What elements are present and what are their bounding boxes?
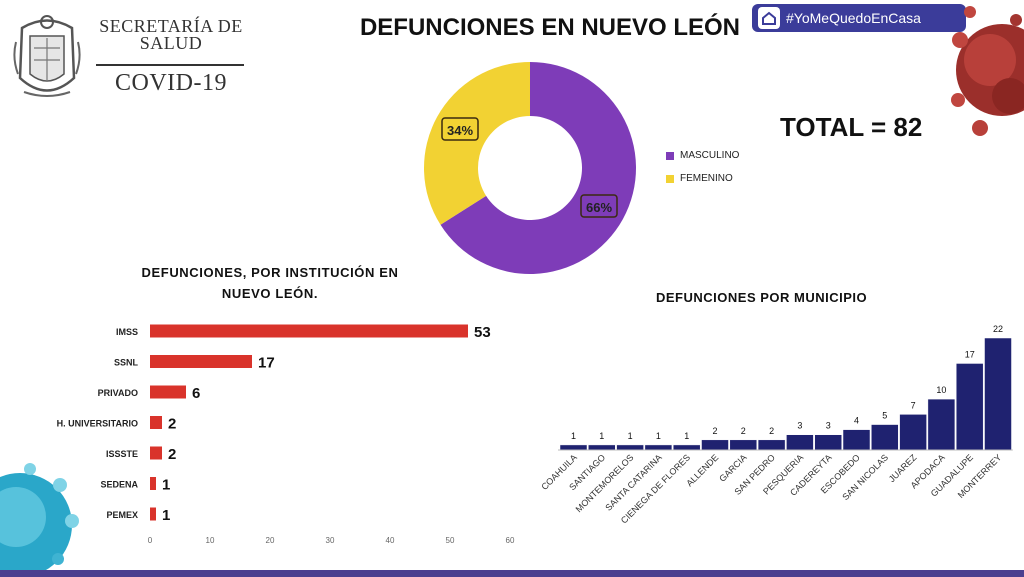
data-label-box [580,194,618,218]
bar [814,434,842,451]
data-label: 5 [882,411,887,421]
bar [150,324,468,338]
legend-label: FEMENINO [680,173,733,184]
bar [757,439,786,451]
bar [729,439,758,451]
legend-item-femenino: FEMENINO [666,173,733,184]
virus-decoration-icon [0,463,79,573]
org-divider [96,64,244,66]
legend-item-masculino: MASCULINO [666,150,739,161]
bar [955,363,984,451]
data-label: 4 [854,416,859,426]
legend-swatch [666,151,674,160]
data-label: 1 [571,431,576,441]
data-label: 1 [162,507,170,524]
donut-chart: 66% 34% [424,62,636,274]
donut-slice [440,62,636,274]
donut-slice [424,62,530,225]
data-label: 1 [599,431,604,441]
bottom-bar [0,570,1024,577]
data-label: 1 [628,431,633,441]
bar [150,446,162,460]
bar [150,507,156,521]
data-label: 7 [911,400,916,410]
virus-decoration-icon [951,6,1024,136]
category-label: PRIVADO [98,388,138,398]
tick-label: 50 [446,536,455,545]
org-name: SECRETARÍA DE SALUD [99,16,243,53]
bar [150,355,252,368]
bar [842,429,871,451]
tick-label: 20 [266,536,275,545]
data-label: 66% [586,200,612,215]
bar [927,398,956,451]
data-label: 3 [826,421,831,431]
tick-label: 60 [506,536,515,545]
bar [984,337,1012,451]
data-label: 53 [474,324,491,341]
bar [616,444,644,451]
data-label: 1 [684,431,689,441]
hashtag-text: #YoMeQuedoEnCasa [786,10,921,26]
data-label: 17 [965,349,975,359]
category-label: IMSS [116,327,138,337]
data-label: 2 [168,416,176,433]
bar [786,434,814,451]
logo-block: SECRETARÍA DE SALUD COVID-19 [10,6,250,106]
category-label: SSNL [114,358,139,368]
data-label: 1 [656,431,661,441]
data-label: 34% [447,123,473,138]
institution-bar-chart: IMSS 53 SSNL 17 PRIVADO 6 H. UNIVERSITARIO 2 ISS… [57,324,515,545]
category-label: SEDENA [100,480,138,490]
institution-chart-title: DEFUNCIONES, POR INSTITUCIÓN EN NUEVO LE… [141,265,399,301]
legend-swatch [666,174,674,183]
bar [899,414,927,451]
tick-label: 0 [148,536,153,545]
org-subtitle: COVID-19 [115,70,227,96]
bar [588,444,616,451]
bar [644,444,673,451]
data-label: 2 [168,446,176,463]
data-label: 3 [797,421,802,431]
data-label: 1 [162,477,170,494]
legend-label: MASCULINO [680,150,740,161]
data-label: 2 [741,426,746,436]
page-title: DEFUNCIONES EN NUEVO LEÓN [359,14,741,41]
data-label: 17 [258,355,275,372]
category-label: PEMEX [106,510,138,520]
data-label: 6 [192,385,200,402]
data-label-box [441,117,479,141]
bar [150,477,156,490]
data-label: 2 [769,426,774,436]
bar [701,439,729,451]
bar [150,385,186,399]
tick-label: 30 [326,536,335,545]
state-seal-icon [13,15,81,97]
category-label: ISSSTE [106,449,138,459]
data-label: 2 [712,426,717,436]
bar [150,416,162,429]
home-icon [758,7,780,29]
bar [672,444,701,451]
bar [559,444,588,451]
tick-label: 10 [206,536,215,545]
hashtag-badge: #YoMeQuedoEnCasa [752,4,966,32]
municipality-chart-title: DEFUNCIONES POR MUNICIPIO [656,290,868,305]
total-label: TOTAL = 82 [780,112,923,142]
bar [871,424,899,451]
category-label: H. UNIVERSITARIO [57,419,138,429]
tick-label: 40 [386,536,395,545]
data-label: 22 [993,324,1003,334]
data-label: 10 [936,385,946,395]
